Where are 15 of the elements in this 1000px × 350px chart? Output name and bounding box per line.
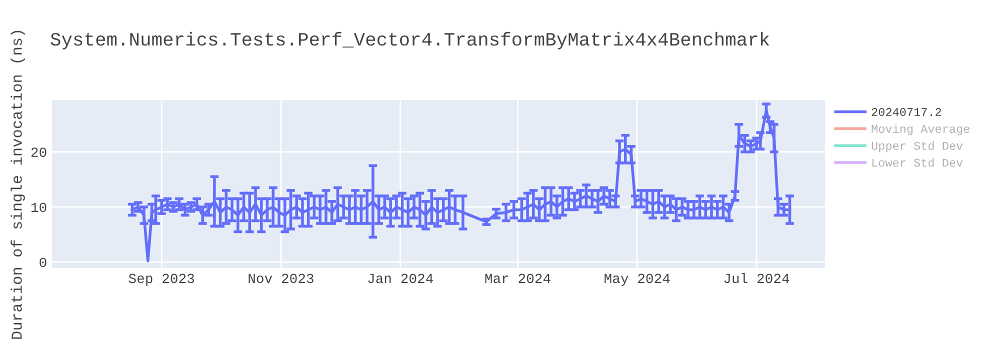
y-axis-title: Duration of single invocation (ns) [10, 30, 25, 339]
y-tick-label: 10 [31, 202, 46, 212]
legend-label: 20240717.2 [872, 108, 942, 116]
legend-label: Lower Std Dev [872, 158, 963, 167]
x-tick-label: Jul 2024 [724, 272, 790, 284]
x-tick-label: Nov 2023 [248, 274, 314, 284]
legend-label: Upper Std Dev [872, 141, 963, 152]
x-tick-label: Mar 2024 [485, 274, 550, 284]
y-tick-label: 20 [31, 148, 46, 158]
x-tick-label: May 2024 [604, 274, 670, 286]
x-tick-label: Jan 2024 [368, 274, 433, 284]
y-tick-label: 0 [40, 258, 46, 268]
x-tick-label: Sep 2023 [128, 274, 194, 286]
chart-title: System.Numerics.Tests.Perf_Vector4.TransformByMatrix4x4Benchmark [50, 32, 770, 50]
legend-label: Moving Average [872, 124, 970, 136]
